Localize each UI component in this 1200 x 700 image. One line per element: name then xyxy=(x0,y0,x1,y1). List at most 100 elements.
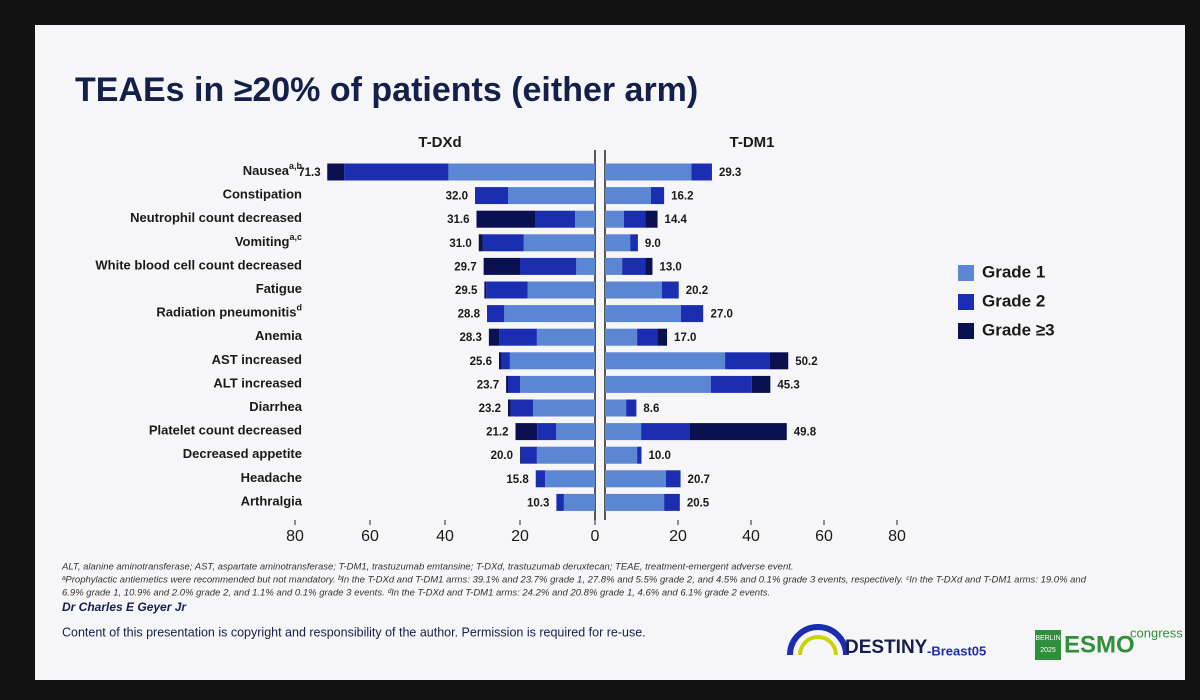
footnote: 6.9% grade 1, 10.9% and 2.0% grade 2, an… xyxy=(62,588,770,599)
presenter: Dr Charles E Geyer Jr xyxy=(62,600,187,614)
total-label: 8.6 xyxy=(643,403,659,415)
category-label: AST increased xyxy=(212,352,302,367)
category-name: Diarrhea xyxy=(249,399,303,414)
bar-segment xyxy=(751,375,771,393)
x-tick-label: 60 xyxy=(361,528,379,545)
bar-segment xyxy=(488,328,500,346)
total-label: 50.2 xyxy=(795,356,817,368)
bar-segment xyxy=(508,187,595,205)
x-tick-label: 60 xyxy=(815,528,833,545)
logo-text: BERLIN xyxy=(1035,635,1060,642)
bar-segment xyxy=(664,493,680,511)
category-name: Headache xyxy=(241,470,302,485)
bar-segment xyxy=(478,234,483,252)
bar-segment xyxy=(475,187,508,205)
category-label: Arthralgia xyxy=(241,494,303,509)
bar-segment xyxy=(661,281,679,299)
category-label: Neutrophil count decreased xyxy=(130,211,302,226)
category-name: ALT increased xyxy=(213,376,302,391)
x-tick-label: 20 xyxy=(669,528,687,545)
total-label: 45.3 xyxy=(777,379,799,391)
bar-segment xyxy=(626,399,637,417)
copyright: Content of this presentation is copyrigh… xyxy=(62,625,646,639)
bar-segment xyxy=(535,210,576,228)
bar-segment xyxy=(605,423,642,441)
category-name: Arthralgia xyxy=(241,494,303,509)
bar-segment xyxy=(605,234,631,252)
total-label: 28.8 xyxy=(458,309,481,321)
bar-segment xyxy=(520,446,537,464)
bar-segment xyxy=(657,328,668,346)
bar-segment xyxy=(605,352,726,370)
bar-segment xyxy=(691,163,712,181)
total-label: 20.5 xyxy=(687,497,710,509)
legend-swatch xyxy=(958,294,974,310)
category-label: Fatigue xyxy=(256,281,302,296)
bar-segment xyxy=(605,375,711,393)
x-tick-label: 40 xyxy=(436,528,454,545)
total-label: 31.6 xyxy=(447,214,469,226)
panel-title: T-DM1 xyxy=(730,134,775,151)
legend-label: Grade 1 xyxy=(982,262,1045,281)
bar-segment xyxy=(499,352,502,370)
bar-segment xyxy=(605,446,638,464)
bar-segment xyxy=(344,163,449,181)
x-tick-label: 80 xyxy=(286,528,304,545)
category-name: Constipation xyxy=(223,187,302,202)
total-label: 15.8 xyxy=(506,474,529,486)
category-name: Anemia xyxy=(255,329,303,344)
bar-segment xyxy=(501,352,510,370)
total-label: 23.2 xyxy=(479,403,501,415)
x-tick-label: 0 xyxy=(591,528,600,545)
bar-segment xyxy=(537,423,556,441)
total-label: 13.0 xyxy=(659,261,681,273)
category-label: ALT increased xyxy=(213,376,302,391)
total-label: 23.7 xyxy=(477,379,499,391)
bar-segment xyxy=(482,234,524,252)
bar-segment xyxy=(527,281,595,299)
panel-title: T-DXd xyxy=(418,134,461,151)
total-label: 21.2 xyxy=(486,427,508,439)
total-label: 20.7 xyxy=(688,474,710,486)
bar-segment xyxy=(545,470,595,488)
bar-segment xyxy=(536,328,595,346)
total-label: 16.2 xyxy=(671,191,693,203)
legend-label: Grade 2 xyxy=(982,291,1045,310)
category-label: Vomitinga,c xyxy=(235,232,302,249)
category-label: Constipation xyxy=(223,187,302,202)
total-label: 20.0 xyxy=(491,450,513,462)
bar-segment xyxy=(327,163,345,181)
legend-swatch xyxy=(958,265,974,281)
bar-segment xyxy=(622,257,646,275)
total-label: 14.4 xyxy=(665,214,688,226)
bar-segment xyxy=(650,187,665,205)
bar-segment xyxy=(605,257,623,275)
bar-segment xyxy=(533,399,595,417)
bar-segment xyxy=(508,375,520,393)
bar-segment xyxy=(520,446,521,464)
bar-segment xyxy=(576,257,595,275)
bar-segment xyxy=(605,210,624,228)
bar-segment xyxy=(536,446,595,464)
category-label: Decreased appetite xyxy=(183,447,302,462)
category-name: Neutrophil count decreased xyxy=(130,211,302,226)
bar-segment xyxy=(665,470,681,488)
logo-text: -Breast05 xyxy=(927,643,986,658)
bar-segment xyxy=(510,399,534,417)
bar-segment xyxy=(504,305,595,323)
footnote: ALT, alanine aminotransferase; AST, aspa… xyxy=(61,562,794,573)
logo-text: congress xyxy=(1130,625,1183,640)
bar-segment xyxy=(623,210,646,228)
total-label: 32.0 xyxy=(446,191,468,203)
total-label: 27.0 xyxy=(711,309,733,321)
bar-segment xyxy=(556,493,564,511)
category-name: White blood cell count decreased xyxy=(95,258,302,273)
bar-segment xyxy=(487,305,505,323)
total-label: 29.3 xyxy=(719,167,741,179)
bar-segment xyxy=(637,446,642,464)
bar-segment xyxy=(499,328,537,346)
x-tick-label: 40 xyxy=(742,528,760,545)
total-label: 49.8 xyxy=(794,427,817,439)
bar-segment xyxy=(508,399,511,417)
